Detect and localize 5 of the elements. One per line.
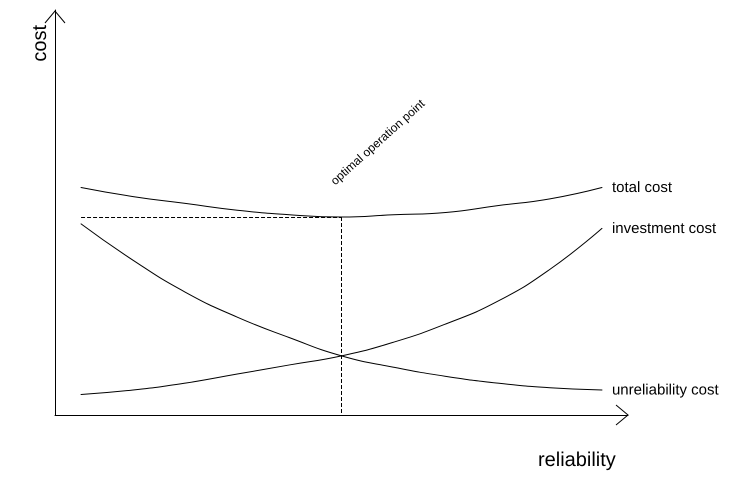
series-label: total cost bbox=[612, 178, 673, 196]
series-label: unreliability cost bbox=[612, 381, 720, 398]
text: cost bbox=[29, 24, 51, 62]
x-axis-title: reliability bbox=[538, 449, 616, 471]
series-label: investment cost bbox=[612, 220, 717, 237]
